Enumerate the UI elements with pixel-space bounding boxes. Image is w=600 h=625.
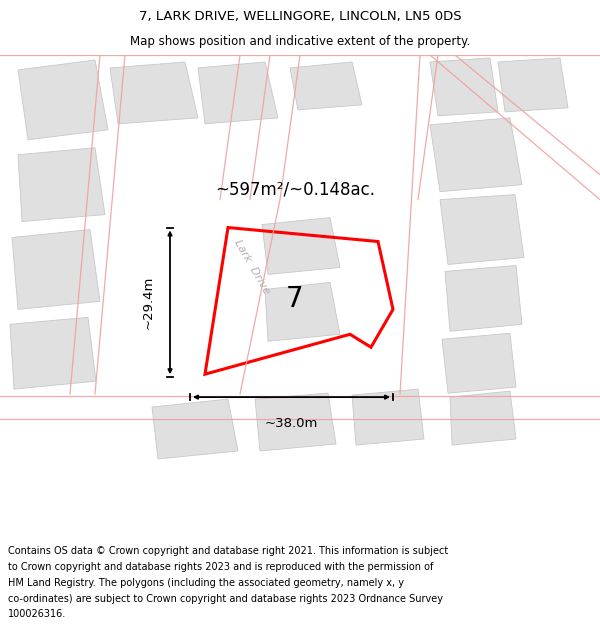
Polygon shape <box>265 282 340 341</box>
Polygon shape <box>12 229 100 309</box>
Polygon shape <box>352 389 424 445</box>
Text: Lark  Drive: Lark Drive <box>232 239 272 296</box>
Text: 7, LARK DRIVE, WELLINGORE, LINCOLN, LN5 0DS: 7, LARK DRIVE, WELLINGORE, LINCOLN, LN5 … <box>139 10 461 23</box>
Polygon shape <box>442 333 516 393</box>
Text: co-ordinates) are subject to Crown copyright and database rights 2023 Ordnance S: co-ordinates) are subject to Crown copyr… <box>8 594 443 604</box>
Text: Map shows position and indicative extent of the property.: Map shows position and indicative extent… <box>130 35 470 48</box>
Polygon shape <box>450 391 516 445</box>
Text: ~597m²/~0.148ac.: ~597m²/~0.148ac. <box>215 181 375 199</box>
Polygon shape <box>440 194 524 264</box>
Polygon shape <box>152 399 238 459</box>
Polygon shape <box>198 62 278 124</box>
Polygon shape <box>430 58 498 116</box>
Polygon shape <box>498 58 568 112</box>
Text: 7: 7 <box>286 286 304 313</box>
Polygon shape <box>18 60 108 140</box>
Text: ~29.4m: ~29.4m <box>142 276 155 329</box>
Polygon shape <box>18 148 105 222</box>
Polygon shape <box>430 118 522 192</box>
Text: 100026316.: 100026316. <box>8 609 66 619</box>
Polygon shape <box>290 62 362 110</box>
Text: Contains OS data © Crown copyright and database right 2021. This information is : Contains OS data © Crown copyright and d… <box>8 546 448 556</box>
Polygon shape <box>262 217 340 274</box>
Text: ~38.0m: ~38.0m <box>265 417 318 430</box>
Polygon shape <box>10 318 96 389</box>
Polygon shape <box>445 266 522 331</box>
Text: to Crown copyright and database rights 2023 and is reproduced with the permissio: to Crown copyright and database rights 2… <box>8 562 433 572</box>
Polygon shape <box>110 62 198 124</box>
Polygon shape <box>255 393 336 451</box>
Text: HM Land Registry. The polygons (including the associated geometry, namely x, y: HM Land Registry. The polygons (includin… <box>8 578 404 587</box>
